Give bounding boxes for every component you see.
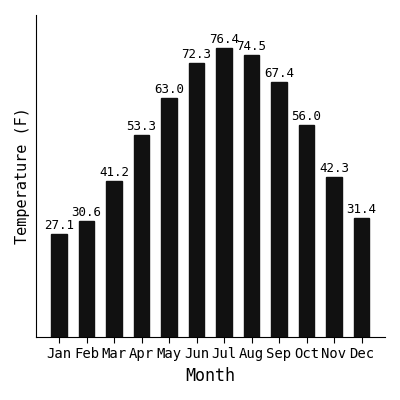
- Text: 53.3: 53.3: [126, 120, 156, 133]
- Text: 72.3: 72.3: [182, 48, 212, 61]
- Bar: [326, 177, 342, 337]
- Bar: [106, 181, 122, 337]
- Bar: [162, 98, 176, 337]
- Bar: [189, 63, 204, 337]
- Text: 76.4: 76.4: [209, 33, 239, 46]
- X-axis label: Month: Month: [185, 367, 235, 385]
- Bar: [79, 221, 94, 337]
- Text: 63.0: 63.0: [154, 84, 184, 96]
- Bar: [52, 234, 66, 337]
- Bar: [299, 125, 314, 337]
- Text: 41.2: 41.2: [99, 166, 129, 179]
- Text: 27.1: 27.1: [44, 220, 74, 232]
- Text: 56.0: 56.0: [292, 110, 322, 123]
- Bar: [134, 135, 149, 337]
- Text: 31.4: 31.4: [346, 203, 376, 216]
- Bar: [354, 218, 369, 337]
- Text: 67.4: 67.4: [264, 67, 294, 80]
- Text: 74.5: 74.5: [236, 40, 266, 53]
- Bar: [244, 55, 259, 337]
- Text: 30.6: 30.6: [72, 206, 102, 219]
- Y-axis label: Temperature (F): Temperature (F): [15, 108, 30, 244]
- Bar: [272, 82, 287, 337]
- Bar: [216, 48, 232, 337]
- Text: 42.3: 42.3: [319, 162, 349, 175]
